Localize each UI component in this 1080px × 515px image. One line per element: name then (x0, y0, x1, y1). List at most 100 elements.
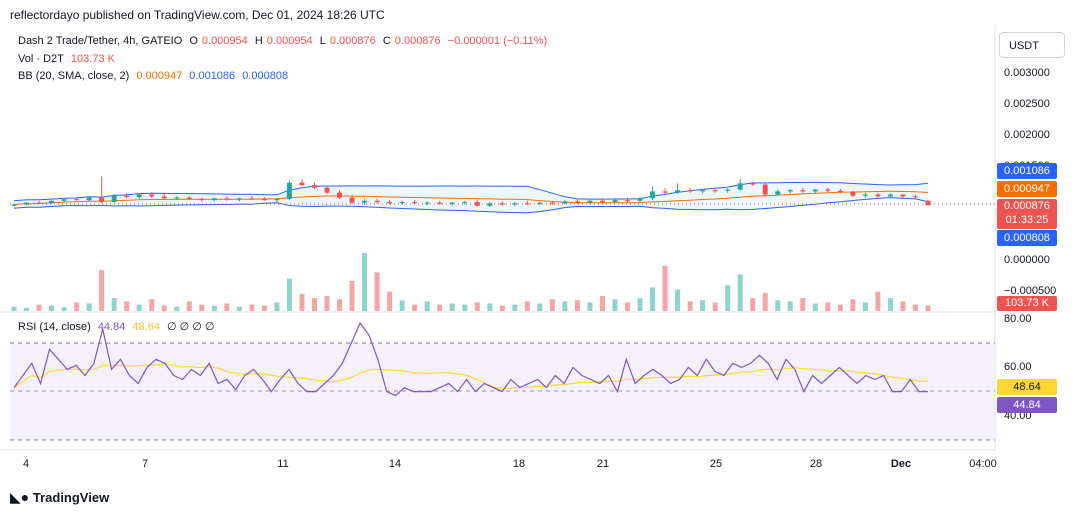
volume-bar (875, 291, 881, 311)
volume-bar (487, 303, 493, 311)
candle-body (49, 200, 55, 204)
volume-label[interactable]: Vol · D2T (18, 53, 64, 65)
candle-body (387, 202, 393, 204)
bb-upper-value: 0.001086 (189, 70, 236, 82)
candle-body (449, 202, 455, 204)
bar-countdown: 01:33:25 (1005, 214, 1049, 226)
volume-bar (61, 307, 67, 311)
volume-value: 103.73 K (70, 53, 115, 65)
candle-body (261, 198, 267, 201)
candle-body (787, 190, 793, 192)
volume-bar (161, 305, 167, 311)
volume-bar (912, 304, 918, 311)
candle-body (149, 194, 155, 197)
volume-bar (74, 302, 80, 311)
volume-bar (149, 299, 155, 311)
candle-body (487, 203, 493, 206)
candlesticks[interactable] (11, 176, 931, 208)
candle-body (249, 198, 255, 200)
high-label: H (254, 35, 263, 47)
candle-body (311, 185, 317, 188)
bb-fill (14, 182, 928, 213)
volume-bar (900, 301, 906, 311)
volume-bar (286, 278, 292, 311)
rsi-badge: 44.84 (997, 397, 1057, 413)
currency-button[interactable]: USDT (999, 32, 1065, 58)
candle-body (374, 200, 380, 203)
volume-bar (775, 300, 781, 311)
candle-body (211, 198, 217, 201)
candle-body (437, 202, 443, 204)
volume-bar (675, 289, 681, 311)
candle-body (725, 189, 731, 191)
volume-bar (349, 280, 355, 311)
volume-bar (36, 304, 42, 311)
candle-body (875, 194, 881, 197)
time-tick: 25 (709, 458, 723, 470)
volume-bar (174, 306, 180, 311)
low-value: 0.000876 (329, 35, 376, 47)
volume-bar (462, 304, 468, 311)
volume-bar (537, 303, 543, 311)
time-tick: 28 (809, 458, 823, 470)
candle-body (599, 200, 605, 203)
candle-body (349, 197, 355, 203)
volume-bar (186, 301, 192, 311)
tradingview-logo[interactable]: ◣● TradingView (10, 489, 109, 506)
rsi-lines (13, 321, 928, 397)
candle-body (712, 190, 718, 192)
bb-legend: BB (20, SMA, close, 2) 0.000947 0.001086… (18, 70, 292, 82)
bb-basis-badge: 0.000947 (997, 181, 1057, 197)
volume-bar (24, 307, 30, 311)
volume-bars (11, 253, 931, 311)
volume-bar (236, 306, 242, 311)
volume-bar (662, 265, 668, 311)
candle-body (61, 199, 67, 201)
time-tick: 18 (512, 458, 526, 470)
volume-bar (136, 304, 142, 311)
volume-bar (612, 299, 618, 311)
symbol-title[interactable]: Dash 2 Trade/Tether, 4h, GATEIO (18, 35, 183, 47)
rsi-legend: RSI (14, close) 44.84 48.64 ∅ ∅ ∅ ∅ (18, 320, 219, 333)
candle-body (174, 197, 180, 199)
rsi-value: 44.84 (97, 321, 126, 333)
price-tick: 0.000000 (1004, 254, 1050, 266)
candle-body (86, 197, 92, 201)
rsi-tick: 60.00 (1004, 361, 1032, 373)
time-tick: 11 (277, 458, 289, 470)
volume-bar (299, 293, 305, 311)
bb-lower-badge: 0.000808 (997, 230, 1057, 246)
time-tick: 14 (388, 458, 402, 470)
bollinger-bands (13, 181, 929, 214)
open-label: O (189, 35, 198, 47)
change-value: −0.000001 (−0.11%) (447, 35, 548, 47)
candle-body (837, 190, 843, 193)
bb-label[interactable]: BB (20, SMA, close, 2) (18, 70, 130, 82)
candle-body (224, 198, 230, 200)
volume-bar (86, 303, 92, 311)
candle-body (236, 198, 242, 200)
volume-bar (887, 298, 893, 311)
volume-bar (199, 304, 205, 311)
volume-bar (499, 305, 505, 311)
candle-body (136, 194, 142, 198)
volume-bar (374, 272, 380, 311)
price-tick: −0.000500 (1004, 285, 1057, 297)
bb-lower-value: 0.000808 (242, 70, 289, 82)
volume-bar (850, 299, 856, 311)
volume-bar (474, 302, 480, 311)
volume-bar (211, 305, 217, 311)
rsi-ma-line (13, 362, 928, 390)
candle-body (199, 198, 205, 201)
rsi-label[interactable]: RSI (14, close) (18, 321, 91, 333)
volume-bar (124, 301, 130, 311)
volume-bar (249, 304, 255, 311)
candle-body (462, 202, 468, 204)
candle-body (286, 182, 292, 199)
rsi-tick: 80.00 (1004, 313, 1032, 325)
candle-body (675, 190, 681, 193)
volume-bar (800, 298, 806, 311)
candle-body (574, 201, 580, 203)
candle-body (537, 202, 543, 204)
